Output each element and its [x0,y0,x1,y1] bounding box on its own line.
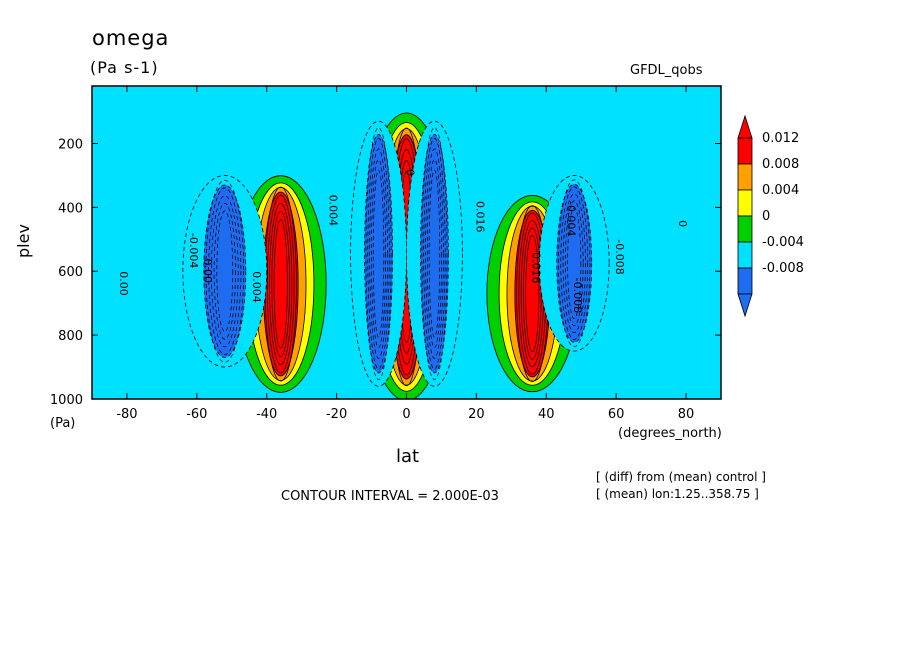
contour-line-5-3 [369,148,388,359]
colorbar-label: -0.008 [762,261,804,276]
x-tick-label: 40 [538,407,555,422]
contour-label: 0.00 [201,258,214,283]
contour-label: -0.004 [187,233,200,268]
contour-line-1-2 [271,211,290,357]
chart-units: (Pa s-1) [90,58,159,77]
x-tick-label: -40 [256,407,277,422]
contour-line-3-1 [216,210,234,332]
colorbar-label: 0.012 [762,131,799,146]
contour-line-6-3 [425,148,444,359]
colorbar-label: 0.004 [762,183,799,198]
colorbar-label: 0.008 [762,157,799,172]
contour-label: -0.004 [564,201,577,236]
contour-label: 0.004 [327,195,340,227]
colorbar-swatch [737,267,753,295]
contour-line-5-4 [367,138,390,370]
contour-label: -0.008 [613,239,626,274]
contour-line-6-5 [421,127,448,380]
contour-region-6-1 [420,133,449,374]
x-axis-label: lat [396,446,420,467]
colorbar-swatch [737,241,753,269]
contour-label: 0 [676,220,689,227]
contour-line-6-1 [428,169,441,338]
contour-label: 0.004 [250,271,263,303]
chart-title: omega [92,26,170,50]
colorbar: 0.012 0.008 0.004 0 -0.004 -0.008 [737,114,804,318]
mean-note: [ (mean) lon:1.25..358.75 ] [596,487,759,501]
x-tick-label: -80 [116,407,137,422]
contour-line-1-3 [269,202,293,366]
x-tick-label: 60 [608,407,625,422]
colorbar-swatch [737,163,753,191]
contour-label: 0 [404,169,417,176]
colorbar-swatch [737,189,753,217]
colorbar-label: 0 [762,209,770,224]
contour-line-3-4 [208,187,242,355]
contour-line-4-1 [567,207,582,319]
contour-line-5-1 [372,169,385,338]
contour-line-4-5 [558,179,591,348]
contour-region-3-1 [203,184,247,358]
contour-label: 0.00 [117,271,130,296]
contour-line-5-5 [365,127,392,380]
contour-line-2-1 [525,234,540,353]
contour-line-1-1 [273,219,288,349]
contour-label: 0.016 [529,252,542,284]
y-tick-label: 200 [58,137,83,152]
contour-label: -0.008 [571,278,584,313]
x-axis-units: (degrees_north) [618,426,722,441]
colorbar-swatch [737,137,753,165]
dataset-label: GFDL_qobs [630,63,703,78]
y-tick-label: 800 [58,329,83,344]
contour-interval: CONTOUR INTERVAL = 2.000E-03 [281,489,499,504]
x-tick-label: 80 [678,407,695,422]
y-axis: 200 400 600 800 1000 [50,137,721,408]
x-tick-label: -60 [186,407,207,422]
colorbar-label: -0.004 [762,235,804,250]
contour-line-3-5 [205,179,245,363]
contour-line-6-4 [423,138,446,370]
contour-line-4-2 [564,200,584,326]
contour-label: 0.016 [473,201,486,233]
contour-region-4-1 [556,183,593,343]
y-tick-label: 600 [58,265,83,280]
contour-line-3-3 [211,195,239,348]
x-tick-label: 20 [468,407,485,422]
x-axis: -80 -60 -40 -20 0 20 40 60 80 [116,86,694,422]
colorbar-swatch [737,215,753,243]
contour-line-3-2 [213,202,236,340]
contour-line-6-2 [426,159,442,349]
y-tick-label: 400 [58,201,83,216]
contour-region-5-1 [364,133,393,374]
colorbar-min-arrow [737,293,753,318]
contour-line-4-4 [560,186,589,341]
contour-line-5-2 [371,159,387,349]
y-axis-units: (Pa) [50,416,76,431]
x-tick-label: -20 [326,407,347,422]
contour-line-4-3 [562,193,586,333]
colorbar-max-arrow [737,114,753,139]
x-tick-label: 0 [402,407,410,422]
diff-note: [ (diff) from (mean) control ] [596,470,766,484]
contour-line-1-4 [266,194,295,374]
y-tick-label: 1000 [50,393,83,408]
